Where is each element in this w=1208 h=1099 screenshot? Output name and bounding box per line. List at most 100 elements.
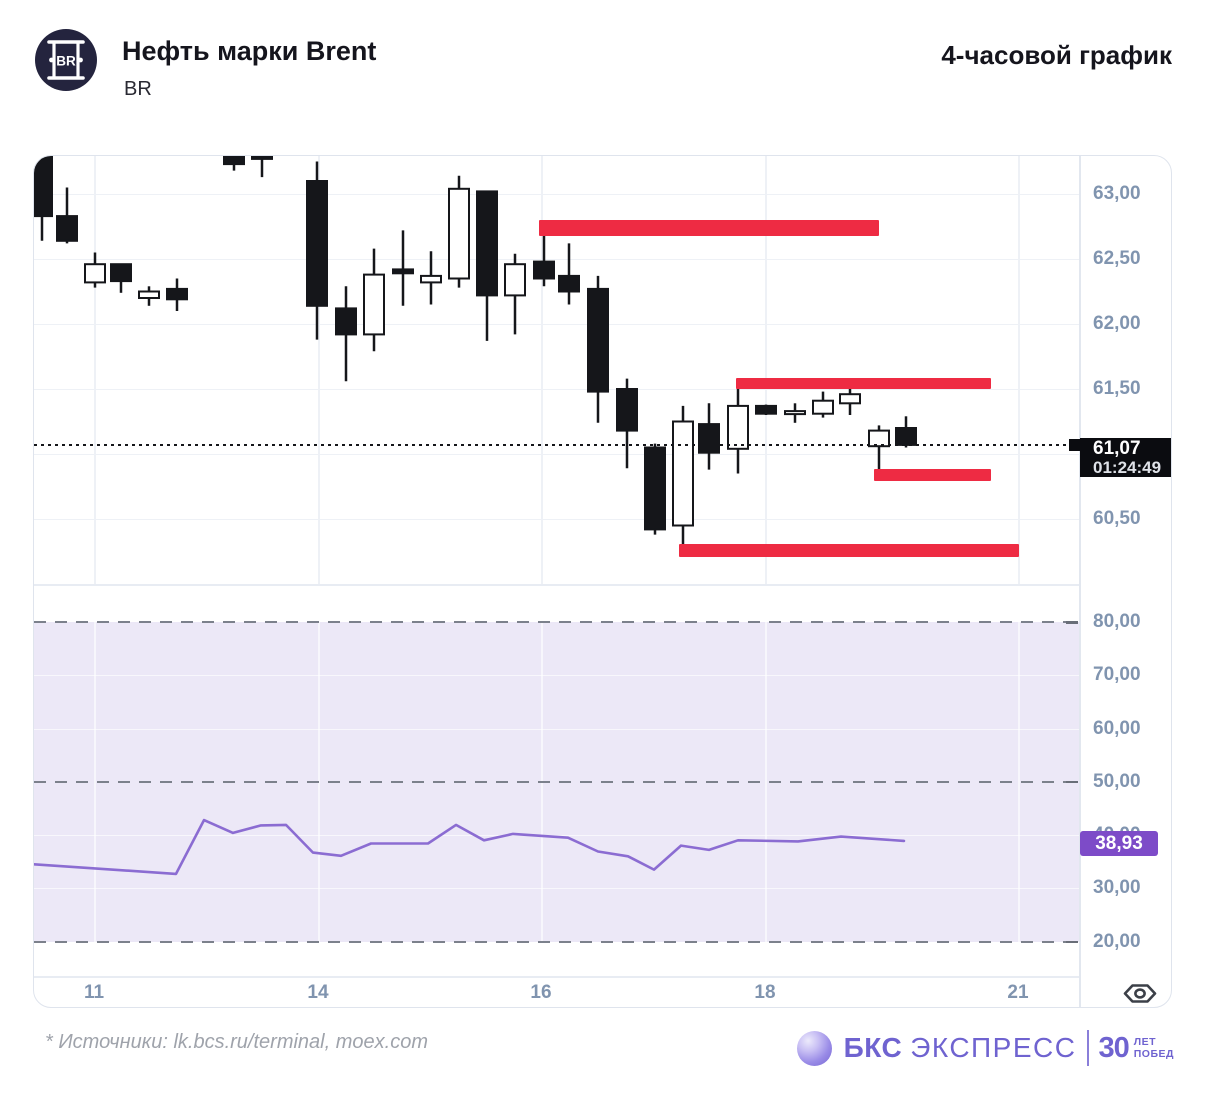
rsi-axis-label: 50,00: [1093, 770, 1141, 792]
rsi-gridline: [34, 888, 1079, 890]
rsi-gridline: [34, 835, 1079, 836]
candle-body-down: [110, 263, 132, 283]
candle-body-up: [363, 273, 385, 336]
x-axis-label: 16: [530, 982, 552, 1003]
price-axis-label: 63,00: [1093, 183, 1141, 204]
level-bar: [539, 219, 879, 236]
vertical-gridline: [94, 156, 96, 584]
vertical-gridline: [94, 584, 96, 976]
candle-body-down: [755, 404, 777, 415]
candle-body-up: [448, 187, 470, 280]
price-pane[interactable]: [34, 156, 1079, 584]
svg-text:BR: BR: [56, 54, 76, 69]
current-price-badge: 61,07 01:24:49: [1080, 438, 1171, 477]
oil-barrel-logo-icon: BR: [47, 40, 85, 80]
rsi-dashed-level: [34, 940, 1079, 943]
candle-body-up: [839, 393, 861, 405]
candle-body-down: [698, 423, 720, 454]
candle-body-down: [644, 446, 666, 531]
brand-anniv-bottom: ПОБЕД: [1133, 1048, 1174, 1060]
level-bar: [736, 378, 991, 390]
candle-body-up: [812, 399, 834, 415]
ticker-subtitle: BR: [124, 78, 152, 100]
price-gridline: [34, 324, 1079, 325]
rsi-value-badge: 38,93: [1080, 830, 1158, 856]
rsi-xaxis-separator: [34, 976, 1079, 978]
candle-body-down: [306, 180, 328, 307]
candle-body-down: [616, 388, 638, 432]
price-axis-label: 62,00: [1093, 313, 1141, 334]
candle-body-down: [223, 156, 245, 166]
source-note: * Источники: lk.bcs.ru/terminal, moex.co…: [45, 1031, 428, 1053]
brand-anniv-top: ЛЕТ: [1133, 1035, 1157, 1048]
grid-layer: [34, 156, 1079, 1007]
candle-body-down: [895, 427, 917, 446]
candle-body-down: [34, 156, 53, 218]
price-axis-label: 61,50: [1093, 378, 1141, 399]
rsi-dashed-level: [34, 621, 1079, 623]
rsi-axis-label: 80,00: [1093, 611, 1141, 632]
bcs-sphere-icon: [796, 1030, 832, 1066]
vertical-gridline: [1018, 156, 1020, 584]
x-axis-label: 14: [307, 982, 329, 1003]
current-price-tab: [1069, 438, 1080, 451]
candle-body-up: [504, 263, 526, 297]
rsi-axis-label: 60,00: [1093, 717, 1141, 739]
candle-body-up: [138, 290, 160, 299]
brand-express: ЭКСПРЕСС: [910, 1032, 1077, 1063]
rsi-axis-label: 20,00: [1093, 930, 1141, 952]
page-title: Нефть марки Brent: [122, 36, 377, 66]
rsi-pane[interactable]: [34, 584, 1079, 976]
vertical-gridline: [318, 584, 320, 976]
brand-divider: [1087, 1030, 1090, 1066]
rsi-level-tick: [1066, 940, 1078, 943]
x-axis-label: 11: [83, 982, 105, 1003]
vertical-gridline: [318, 156, 320, 584]
price-gridline: [34, 389, 1079, 390]
rsi-line: [34, 818, 906, 876]
rsi-axis-label: 30,00: [1093, 877, 1141, 899]
candle-body-down: [558, 274, 580, 293]
level-bar: [679, 543, 1019, 557]
timeframe-label: 4-часовой график: [941, 40, 1172, 70]
rsi-gridline: [34, 728, 1079, 730]
candle-body-down: [392, 268, 414, 275]
x-axis-label: 21: [1007, 982, 1029, 1003]
candle-body-down: [587, 287, 609, 393]
price-gridline: [34, 519, 1079, 520]
current-price-line: [34, 443, 1079, 447]
rsi-gridline: [34, 675, 1079, 677]
bcs-express-logo: БКС ЭКСПРЕСС 30 ЛЕТ ПОБЕД: [796, 1027, 1174, 1069]
price-gridline: [34, 259, 1079, 260]
level-bar: [874, 468, 991, 481]
price-axis-label: 60,50: [1093, 508, 1141, 529]
x-axis-label: 18: [754, 982, 776, 1003]
price-rsi-separator: [34, 584, 1079, 586]
candle-body-down: [251, 156, 273, 160]
candle-body-up: [84, 263, 106, 284]
visibility-eye-icon[interactable]: [1122, 982, 1158, 1005]
current-price-countdown: 01:24:49: [1093, 458, 1162, 477]
vertical-gridline: [765, 156, 767, 584]
candle-body-up: [672, 420, 694, 527]
candle-body-down: [56, 215, 78, 242]
vertical-gridline: [1018, 584, 1020, 976]
candle-body-up: [420, 274, 442, 284]
rsi-dashed-level: [34, 780, 1079, 783]
candle-body-up: [784, 410, 806, 416]
candle-body-down: [166, 287, 188, 301]
vertical-gridline: [765, 584, 767, 976]
price-gridline: [34, 194, 1079, 195]
brand-anniversary-number: 30: [1098, 1031, 1129, 1064]
chart-card: 63,00 62,50 62,00 61,50 60,50 80,00 70,00 60,00…: [33, 155, 1172, 1008]
price-gridline: [34, 454, 1079, 455]
rsi-axis-label: 70,00: [1093, 664, 1141, 686]
candle-body-up: [727, 404, 749, 450]
price-axis-label: 62,50: [1093, 248, 1141, 269]
y-axis-separator: [1079, 156, 1081, 1007]
brand-bcs: БКС: [843, 1032, 903, 1063]
brand-anniversary-caption: ЛЕТ ПОБЕД: [1134, 1036, 1174, 1060]
rsi-level-tick: [1066, 621, 1078, 624]
candle-body-down: [476, 190, 498, 297]
candle-body-down: [533, 260, 555, 280]
